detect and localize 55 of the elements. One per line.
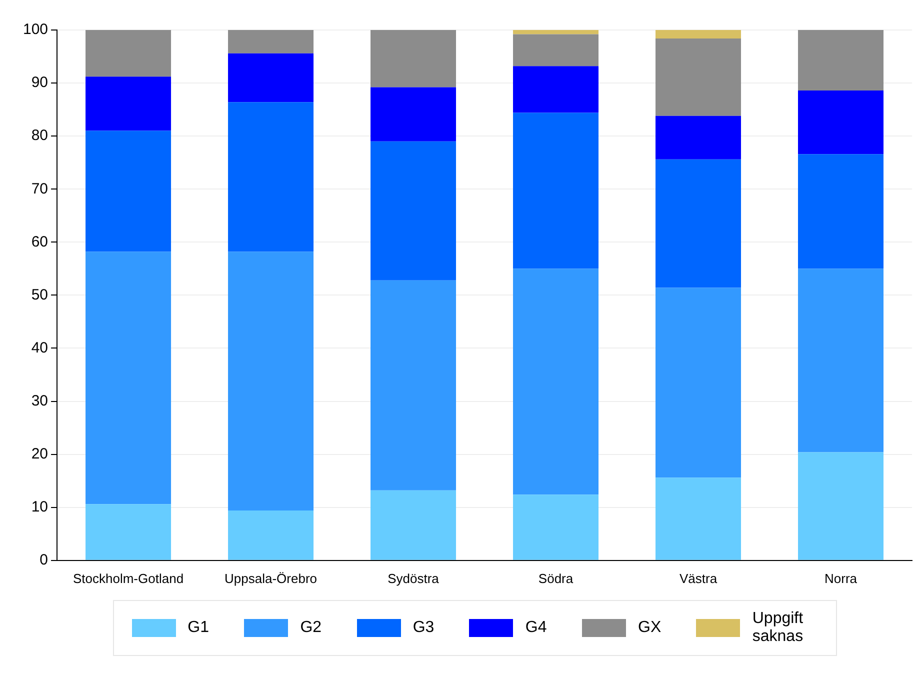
bar — [513, 30, 599, 34]
legend-label: G1 — [188, 619, 209, 637]
y-tick-label: 100 — [22, 21, 48, 38]
bar — [656, 288, 742, 478]
x-tick-label: Stockholm-Gotland — [72, 570, 184, 586]
bar — [228, 510, 314, 560]
y-tick-label: 10 — [31, 498, 48, 516]
legend-label: G2 — [300, 619, 322, 637]
bar — [86, 30, 172, 77]
bar — [370, 280, 456, 490]
bar — [86, 504, 172, 560]
x-tick-label: Uppsala-Örebro — [224, 570, 318, 586]
bar — [228, 53, 314, 102]
y-tick-label: 80 — [31, 127, 48, 144]
y-tick-label: 0 — [40, 552, 48, 569]
bar — [656, 30, 742, 38]
bar — [370, 30, 456, 88]
bar — [656, 38, 742, 116]
bar — [656, 478, 742, 560]
bar — [656, 159, 742, 288]
bar — [798, 30, 884, 90]
bar — [228, 252, 314, 511]
bar — [228, 30, 314, 54]
bar — [513, 66, 599, 113]
bar — [656, 116, 742, 160]
x-tick-label: Norra — [824, 570, 858, 586]
bar — [513, 34, 599, 66]
bar — [86, 130, 172, 252]
bar — [228, 102, 314, 252]
bar — [86, 252, 172, 504]
bar — [370, 87, 456, 142]
bar — [513, 268, 599, 495]
bar — [798, 268, 884, 452]
bar — [798, 90, 884, 154]
legend-label: G4 — [525, 619, 547, 637]
legend-label: Uppgift saknas — [752, 610, 804, 646]
y-tick-label: 30 — [31, 392, 48, 410]
legend-label: GX — [638, 619, 662, 637]
y-tick-label: 20 — [31, 445, 48, 462]
bar — [798, 154, 884, 269]
bar — [370, 490, 456, 560]
legend-label: G3 — [412, 619, 434, 637]
y-tick-label: 70 — [31, 180, 48, 198]
bar — [513, 494, 599, 560]
bar — [798, 452, 884, 560]
x-tick-label: Södra — [538, 570, 574, 586]
y-tick-label: 50 — [31, 286, 48, 304]
bar — [370, 141, 456, 280]
x-tick-label: Västra — [679, 570, 718, 586]
y-tick-label: 90 — [31, 74, 48, 92]
y-tick-label: 40 — [31, 339, 48, 356]
x-tick-label: Sydöstra — [388, 570, 440, 586]
y-tick-label: 60 — [31, 233, 48, 250]
bar — [86, 76, 172, 131]
bar — [513, 112, 599, 269]
